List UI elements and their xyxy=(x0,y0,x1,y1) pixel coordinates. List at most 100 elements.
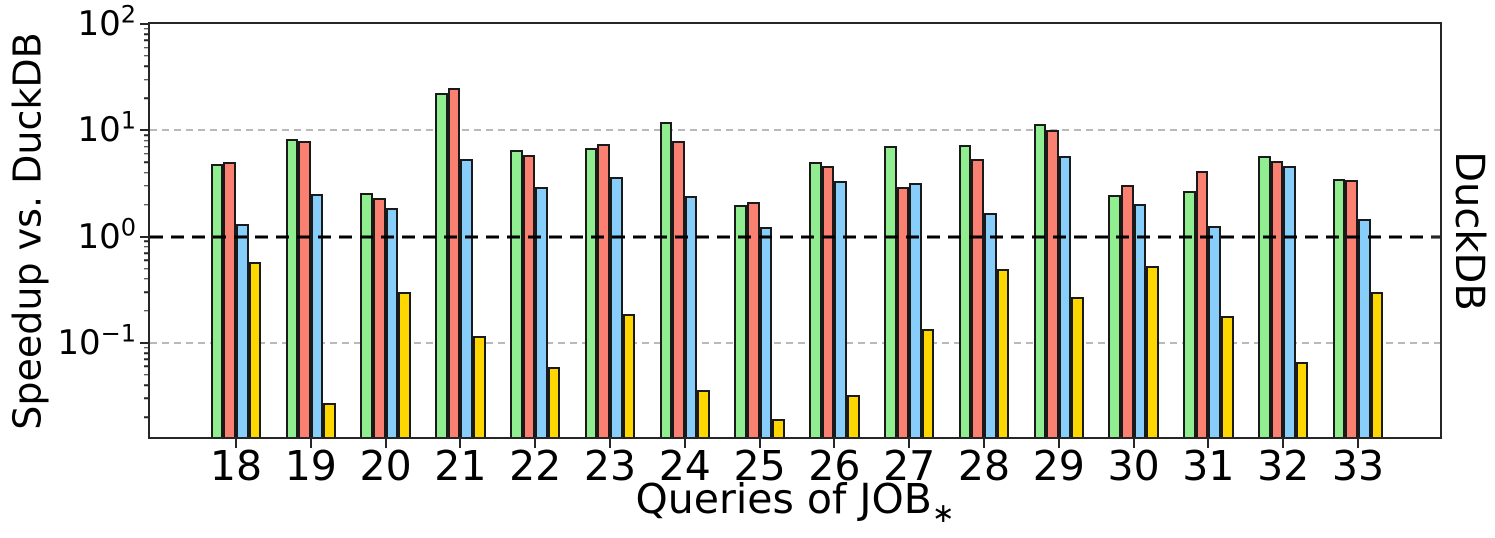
bar-26-green xyxy=(809,161,822,437)
gridline-10 xyxy=(150,129,1440,132)
bar-29-gold xyxy=(1071,296,1084,437)
x-tick-label-25: 25 xyxy=(733,442,786,490)
bar-23-green xyxy=(584,148,598,437)
x-tick-label-31: 31 xyxy=(1182,442,1235,490)
y-major-tick-1 xyxy=(140,235,150,238)
x-tick-18 xyxy=(235,439,237,448)
y-minor-tick xyxy=(144,46,150,49)
bar-21-skyblue xyxy=(460,158,473,437)
x-tick-27 xyxy=(908,439,911,448)
x-tick-label-24: 24 xyxy=(658,442,711,490)
bar-27-skyblue xyxy=(909,182,922,437)
y-axis-label-left: Speedup vs. DuckDB xyxy=(6,31,50,430)
x-axis-label: Queries of JOB∗ xyxy=(150,475,1440,527)
x-tick-label-22: 22 xyxy=(509,442,562,490)
y-minor-tick xyxy=(144,291,150,293)
y-tick-base: 10 xyxy=(77,110,121,151)
x-tick-28 xyxy=(983,439,985,448)
y-minor-tick xyxy=(144,384,150,386)
bar-21-gold xyxy=(473,336,486,437)
bar-18-green xyxy=(210,164,224,437)
y-major-tick-0.1 xyxy=(140,341,150,344)
y-minor-tick xyxy=(144,33,150,36)
bar-31-salmon xyxy=(1195,171,1209,437)
bar-28-green xyxy=(958,145,972,437)
bar-25-skyblue xyxy=(759,227,773,437)
bar-33-green xyxy=(1332,178,1346,437)
x-tick-label-20: 20 xyxy=(359,442,412,490)
y-minor-tick xyxy=(144,39,150,42)
bar-33-salmon xyxy=(1345,180,1358,437)
bar-30-skyblue xyxy=(1133,203,1147,437)
y-minor-tick xyxy=(144,397,150,400)
y-axis-label-left-wrapper: Speedup vs. DuckDB xyxy=(0,24,56,437)
duckdb-baseline xyxy=(150,235,1440,239)
y-tick-base: 10 xyxy=(77,216,121,257)
y-axis-label-right: DuckDB xyxy=(1446,150,1492,311)
y-minor-tick xyxy=(144,278,150,280)
bar-31-green xyxy=(1183,190,1196,437)
x-tick-24 xyxy=(683,439,686,448)
y-minor-tick xyxy=(144,352,150,354)
bar-19-gold xyxy=(323,403,336,437)
y-minor-tick xyxy=(144,185,150,187)
bar-29-skyblue xyxy=(1058,156,1072,437)
y-minor-tick xyxy=(144,55,150,57)
y-minor-tick xyxy=(144,365,150,368)
bar-21-salmon xyxy=(447,87,461,437)
bar-27-gold xyxy=(921,328,935,437)
bar-32-skyblue xyxy=(1283,166,1296,437)
bar-24-salmon xyxy=(672,140,685,437)
y-tick-label-100: 102 xyxy=(77,3,136,41)
y-minor-tick xyxy=(144,246,150,248)
x-tick-label-19: 19 xyxy=(284,442,337,490)
y-minor-tick xyxy=(144,161,150,164)
bar-23-salmon xyxy=(597,143,610,437)
bar-25-gold xyxy=(772,419,785,437)
bar-19-skyblue xyxy=(310,194,324,437)
x-tick-label-18: 18 xyxy=(209,442,263,490)
bar-22-green xyxy=(510,150,523,437)
bar-30-gold xyxy=(1146,265,1159,437)
y-minor-tick xyxy=(144,358,150,361)
y-minor-tick xyxy=(144,65,150,68)
y-minor-tick xyxy=(144,374,150,376)
x-tick-21 xyxy=(459,439,462,448)
bar-27-salmon xyxy=(896,186,910,437)
y-minor-tick xyxy=(144,139,150,142)
y-major-tick-100 xyxy=(140,23,150,25)
bar-22-gold xyxy=(547,367,561,437)
bar-23-gold xyxy=(622,314,636,437)
bar-20-skyblue xyxy=(385,208,399,437)
bar-23-skyblue xyxy=(610,176,623,437)
right-axis-tick-duckdb xyxy=(1431,235,1440,238)
x-tick-label-23: 23 xyxy=(583,442,637,490)
y-tick-exponent: 0 xyxy=(120,213,136,242)
y-minor-tick xyxy=(144,153,150,155)
bar-32-gold xyxy=(1295,362,1309,437)
y-minor-tick xyxy=(144,28,150,30)
bar-33-skyblue xyxy=(1358,218,1371,437)
x-tick-30 xyxy=(1132,439,1135,448)
bar-26-salmon xyxy=(821,166,835,437)
y-axis-label-right-wrapper: DuckDB xyxy=(1444,24,1494,437)
plot-area: 18 19 20 21 22 23 24 25 26 27 28 29 30 31 32 33 102 101 10… xyxy=(57,3,1442,487)
y-minor-tick xyxy=(144,240,150,243)
y-tick-base: 10 xyxy=(57,322,101,363)
bar-31-gold xyxy=(1221,316,1234,437)
y-minor-tick xyxy=(144,252,150,254)
bar-25-green xyxy=(734,204,747,437)
bar-28-salmon xyxy=(971,158,984,437)
y-tick-label-10: 101 xyxy=(77,109,136,151)
bar-18-skyblue xyxy=(236,223,249,437)
x-tick-label-32: 32 xyxy=(1257,442,1310,490)
y-minor-tick xyxy=(144,97,150,100)
y-minor-tick xyxy=(144,145,150,148)
x-tick-label-21: 21 xyxy=(434,442,487,490)
bar-26-gold xyxy=(847,395,860,437)
y-minor-tick xyxy=(144,134,150,136)
x-axis-label-text: Queries of JOB xyxy=(635,475,932,523)
bar-21-green xyxy=(435,92,448,437)
bar-30-green xyxy=(1108,195,1121,437)
x-tick-20 xyxy=(384,439,387,448)
